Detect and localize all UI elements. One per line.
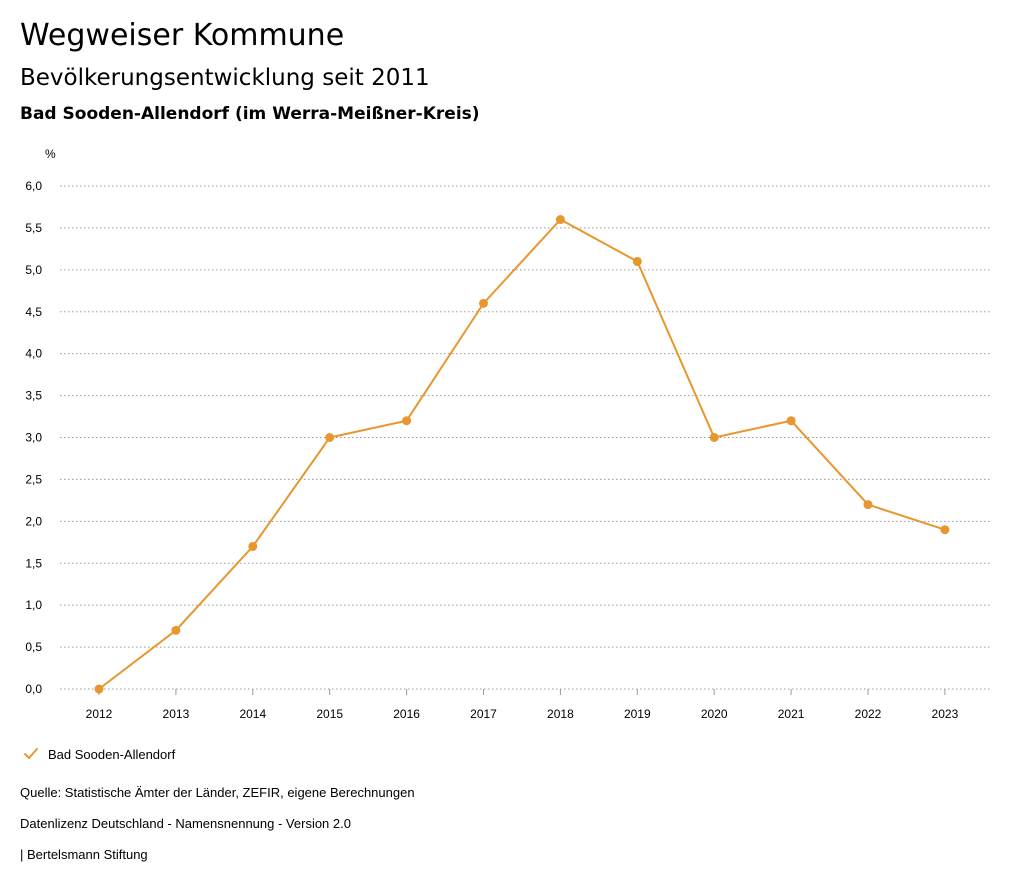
data-point[interactable] xyxy=(632,256,642,266)
series-line xyxy=(98,218,946,690)
data-point[interactable] xyxy=(402,416,412,426)
y-tick-label: 3,0 xyxy=(25,431,42,445)
y-tick-label: 0,5 xyxy=(25,640,42,654)
x-tick-label: 2015 xyxy=(316,707,343,721)
x-tick-label: 2021 xyxy=(778,707,805,721)
y-tick-label: 2,5 xyxy=(25,472,42,486)
y-tick-label: 0,0 xyxy=(25,682,42,696)
legend-item[interactable]: Bad Sooden-Allendorf xyxy=(22,745,175,763)
source-note: Quelle: Statistische Ämter der Länder, Z… xyxy=(20,785,415,800)
y-tick-label: 3,5 xyxy=(25,389,42,403)
y-tick-label: 6,0 xyxy=(25,179,42,193)
legend-label: Bad Sooden-Allendorf xyxy=(48,746,176,762)
data-point[interactable] xyxy=(555,215,565,225)
data-point[interactable] xyxy=(479,298,488,308)
data-point[interactable] xyxy=(325,433,335,442)
chart-subtitle: Bevölkerungsentwicklung seit 2011 xyxy=(20,65,430,91)
y-tick-label: 5,0 xyxy=(25,263,42,277)
x-tick-label: 2018 xyxy=(547,707,574,721)
data-point[interactable] xyxy=(709,433,719,442)
x-tick-label: 2014 xyxy=(239,707,266,721)
x-tick-label: 2023 xyxy=(932,707,959,721)
grid-lines xyxy=(60,185,990,690)
y-axis-unit: % xyxy=(45,147,56,161)
data-point[interactable] xyxy=(171,625,181,635)
series-group xyxy=(94,215,950,694)
x-tick-label: 2022 xyxy=(855,707,882,721)
check-icon xyxy=(24,748,38,759)
y-tick-label: 1,5 xyxy=(25,556,42,570)
page-title: Wegweiser Kommune xyxy=(20,18,345,53)
data-point[interactable] xyxy=(94,684,104,694)
x-tick-label: 2012 xyxy=(86,707,113,721)
y-tick-labels: 0,0 0,5 1,0 1,5 2,0 2,5 3,0 3,5 4,0 4,5 5,0 5,5 6,0 xyxy=(25,179,42,696)
data-point[interactable] xyxy=(940,525,950,535)
y-tick-label: 2,0 xyxy=(25,514,42,528)
y-tick-label: 5,5 xyxy=(25,221,42,235)
data-point[interactable] xyxy=(863,500,873,510)
x-tick-label: 2013 xyxy=(163,707,190,721)
y-tick-label: 4,5 xyxy=(25,305,42,319)
x-tick-label: 2019 xyxy=(624,707,651,721)
x-tick-labels: 2012 2013 2014 2015 2016 2017 2018 2019 2020 2021… xyxy=(86,689,959,721)
x-tick-label: 2020 xyxy=(701,707,728,721)
license-note: Datenlizenz Deutschland - Namensnennung … xyxy=(20,816,351,831)
data-point[interactable] xyxy=(248,541,258,551)
y-tick-label: 1,0 xyxy=(25,598,42,612)
line-chart: % 0,0 0,5 1,0 1,5 2,0 2,5 3,0 3,5 4,0 4,5 5,0 5,5 6,… xyxy=(25,147,990,721)
publisher-note: | Bertelsmann Stiftung xyxy=(20,847,148,862)
data-point[interactable] xyxy=(786,416,796,426)
y-tick-label: 4,0 xyxy=(25,347,42,361)
x-tick-label: 2016 xyxy=(393,707,420,721)
region-label: Bad Sooden-Allendorf (im Werra-Meißner-K… xyxy=(20,104,480,124)
x-tick-label: 2017 xyxy=(470,707,497,721)
